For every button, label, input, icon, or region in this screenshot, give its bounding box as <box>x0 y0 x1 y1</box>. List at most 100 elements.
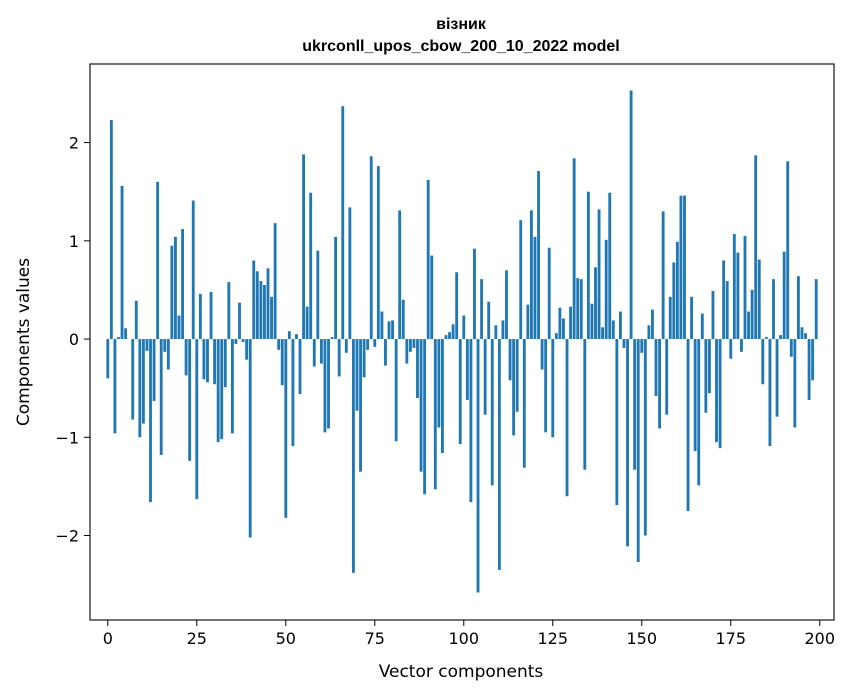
bar <box>280 339 284 386</box>
bar <box>334 236 338 340</box>
bar <box>152 339 156 401</box>
bar <box>359 339 362 472</box>
bar <box>772 279 775 340</box>
bar <box>490 339 494 486</box>
bar <box>316 250 320 340</box>
bar <box>106 339 110 379</box>
chart-title: вiзник <box>436 16 487 33</box>
bar <box>736 252 740 340</box>
bar <box>633 339 637 470</box>
bar <box>448 332 451 340</box>
bar <box>117 337 120 340</box>
bar <box>458 339 462 445</box>
bar <box>789 339 793 357</box>
bar <box>643 339 647 536</box>
bar <box>344 339 348 353</box>
bar <box>779 335 783 340</box>
bar <box>302 154 306 340</box>
bar <box>426 179 430 340</box>
bar <box>572 158 576 340</box>
bar <box>391 320 395 340</box>
bar <box>811 339 815 381</box>
bar <box>273 223 277 340</box>
bar <box>519 220 523 340</box>
x-tick-label: 25 <box>187 629 207 648</box>
bar <box>747 311 750 340</box>
x-tick-label: 75 <box>365 629 385 648</box>
bar <box>665 339 669 415</box>
bar <box>679 195 683 340</box>
bar <box>654 339 658 397</box>
bar <box>640 339 644 353</box>
bar <box>505 270 508 340</box>
x-tick-label: 125 <box>538 629 569 648</box>
bar <box>583 339 587 470</box>
bar <box>408 339 412 352</box>
bar <box>512 339 516 436</box>
bar <box>487 301 491 340</box>
bar <box>786 161 790 340</box>
bar <box>223 339 227 388</box>
bar <box>768 339 772 447</box>
bar <box>807 339 811 400</box>
bar <box>615 339 619 506</box>
bar <box>352 339 355 573</box>
bar <box>366 339 370 350</box>
bar <box>668 296 672 340</box>
bar <box>181 229 184 340</box>
bar <box>601 327 605 340</box>
bar <box>455 272 459 340</box>
bar <box>508 339 512 381</box>
bar <box>483 339 487 415</box>
bar <box>266 268 270 340</box>
bar <box>323 339 327 433</box>
bar <box>672 262 676 340</box>
bar <box>230 339 234 434</box>
bar <box>764 337 768 340</box>
plot-area-frame <box>89 63 835 621</box>
bar <box>622 339 626 348</box>
bar <box>796 276 800 340</box>
bar <box>693 339 697 452</box>
bar <box>537 171 540 340</box>
bar <box>341 106 345 340</box>
bar <box>675 241 679 340</box>
bar <box>145 339 149 351</box>
bar <box>348 207 352 340</box>
bar <box>419 339 423 472</box>
bar <box>473 248 476 340</box>
bar <box>330 337 334 340</box>
bar <box>604 239 608 340</box>
bar <box>113 339 117 434</box>
bar <box>469 339 473 503</box>
x-tick-label: 150 <box>626 629 657 648</box>
bar <box>722 260 726 340</box>
bar <box>430 255 434 340</box>
bar <box>234 339 238 344</box>
bar <box>441 339 444 453</box>
bar <box>394 339 398 442</box>
bar <box>202 339 206 380</box>
bar <box>209 291 213 340</box>
bar <box>658 339 661 429</box>
bar <box>287 331 291 340</box>
bar <box>188 339 192 461</box>
bar <box>804 333 807 340</box>
bar <box>647 325 651 340</box>
bar <box>319 339 323 364</box>
bar <box>398 210 402 340</box>
bar <box>124 328 128 340</box>
bar <box>245 339 249 360</box>
bar <box>166 339 170 370</box>
bar <box>750 289 754 340</box>
bar <box>120 185 124 340</box>
bar <box>462 315 466 340</box>
bar <box>775 339 779 417</box>
bar <box>711 290 715 340</box>
bar <box>263 285 266 340</box>
bar <box>562 318 565 340</box>
bar <box>384 339 387 366</box>
bar <box>206 339 209 383</box>
bar <box>270 296 273 340</box>
x-axis-label: Vector components <box>379 662 544 682</box>
